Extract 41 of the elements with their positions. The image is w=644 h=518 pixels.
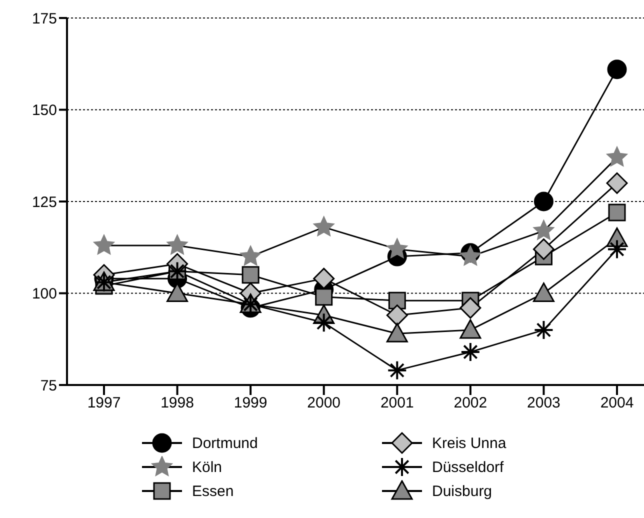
point	[606, 146, 628, 166]
point	[166, 282, 188, 302]
point	[242, 266, 260, 284]
x-tick-label: 2002	[454, 394, 488, 412]
legend-label: Kreis Unna	[432, 434, 506, 452]
point	[240, 246, 262, 266]
point	[607, 60, 627, 80]
legend-label: Köln	[192, 458, 222, 476]
x-tick-label: 2003	[527, 394, 560, 412]
point	[606, 172, 628, 194]
point	[386, 304, 408, 326]
x-tick-label: 1999	[234, 394, 268, 412]
legend-label: Duisburg	[432, 482, 492, 500]
point	[460, 297, 482, 319]
point	[386, 238, 408, 258]
point	[166, 234, 188, 255]
y-tick-label: 125	[32, 194, 57, 211]
point	[532, 238, 554, 260]
point	[388, 292, 406, 310]
x-tick-label: 1997	[87, 394, 121, 412]
legend-label: Düsseldorf	[432, 458, 504, 476]
point	[313, 216, 334, 236]
legend-label: Dortmund	[192, 434, 258, 452]
y-tick-label: 100	[32, 286, 57, 303]
point	[315, 288, 333, 306]
x-tick-label: 1998	[160, 394, 194, 412]
point	[533, 220, 554, 240]
x-tick-label: 2000	[307, 394, 341, 412]
point	[386, 322, 408, 342]
x-tick-label: 2004	[600, 394, 634, 412]
point	[94, 234, 114, 255]
x-tick-label: 2001	[380, 394, 414, 412]
point	[460, 319, 482, 339]
point	[608, 204, 626, 222]
point	[313, 268, 335, 290]
legend-label: Essen	[192, 482, 234, 500]
point	[534, 192, 554, 212]
y-tick-label: 150	[32, 102, 57, 120]
point	[532, 282, 554, 302]
y-tick-label: 75	[40, 377, 57, 394]
y-tick-label: 175	[32, 10, 57, 28]
